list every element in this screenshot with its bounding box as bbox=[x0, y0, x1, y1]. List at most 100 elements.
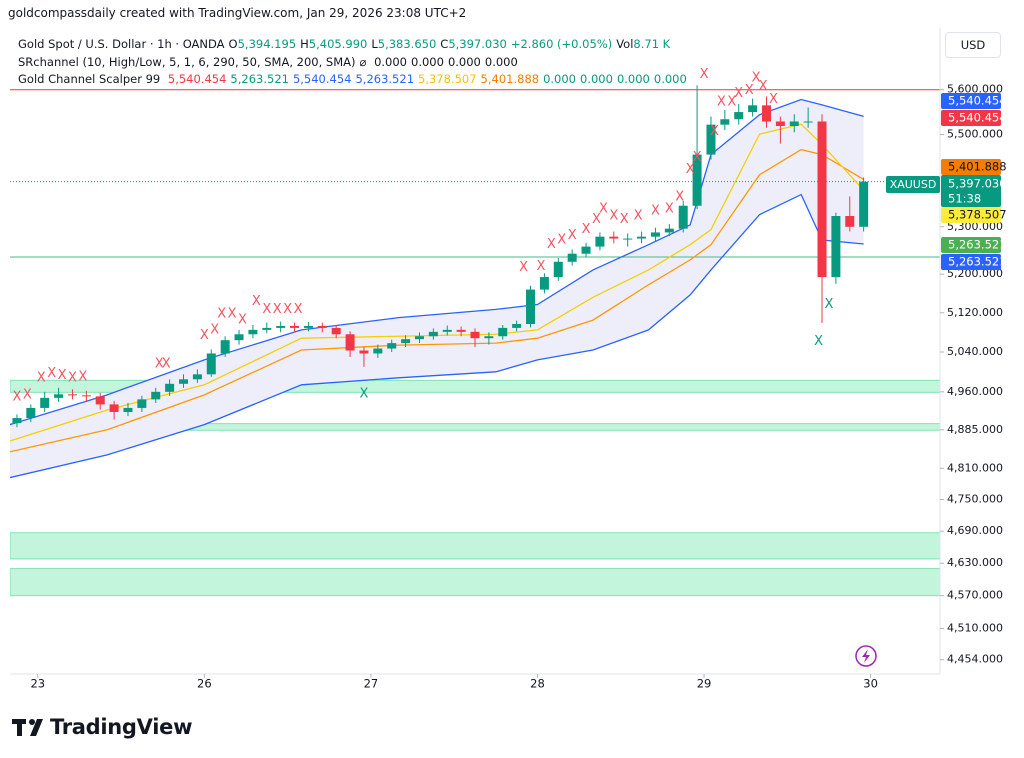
candle-body bbox=[789, 121, 799, 126]
candle-body bbox=[595, 236, 605, 247]
candle-body bbox=[345, 334, 355, 351]
axes: 5,600.000 5,500.000 5,300.000 5,200.000 5,12… bbox=[10, 28, 1007, 691]
volume: 8.71 K bbox=[633, 37, 671, 51]
volume-label: Vol bbox=[616, 37, 634, 51]
signal-marker: X bbox=[752, 70, 761, 85]
ohlc-value: 5,405.990 bbox=[308, 37, 368, 51]
y-tick-label: 4,810.000 bbox=[947, 461, 1003, 474]
candle-body bbox=[456, 329, 466, 332]
price-tag-label: 5,263.521 bbox=[948, 238, 1007, 252]
alert-icon[interactable] bbox=[855, 645, 877, 667]
candle-body bbox=[123, 407, 133, 412]
candle-body bbox=[40, 397, 50, 408]
support-zone bbox=[10, 532, 940, 560]
signal-marker: X bbox=[710, 124, 719, 139]
y-tick-label: 4,960.000 bbox=[947, 385, 1003, 398]
logo-text: TradingView bbox=[50, 715, 193, 739]
signal-marker: X bbox=[693, 150, 702, 165]
ohlc-label: C bbox=[440, 37, 449, 51]
signal-marker: X bbox=[47, 366, 56, 381]
signal-marker: X bbox=[547, 237, 556, 252]
attribution: goldcompassdaily created with TradingVie… bbox=[8, 6, 467, 20]
candle-body bbox=[637, 236, 647, 239]
y-tick-label: 4,630.000 bbox=[947, 556, 1003, 569]
candle-body bbox=[290, 325, 300, 328]
signal-marker: X bbox=[759, 79, 768, 94]
signal-marker: X bbox=[252, 294, 261, 309]
alert-icon-bolt bbox=[862, 649, 870, 663]
signal-marker: X bbox=[78, 369, 87, 384]
candle-body bbox=[359, 350, 369, 354]
indicator-value: 0.000 bbox=[484, 55, 518, 69]
signal-marker: X bbox=[700, 67, 709, 82]
candle-body bbox=[803, 121, 813, 123]
support-zone bbox=[10, 423, 940, 431]
y-tick-label: 4,570.000 bbox=[947, 589, 1003, 602]
symbol-tag bbox=[886, 176, 940, 193]
price-tag bbox=[941, 159, 1001, 175]
candle-body bbox=[373, 348, 383, 354]
price-tag bbox=[941, 175, 1001, 207]
candle-body bbox=[192, 374, 202, 380]
indicator-value: 5,263.521 bbox=[230, 72, 289, 86]
price-tag bbox=[941, 207, 1001, 223]
candle-body bbox=[303, 325, 313, 328]
signal-marker: X bbox=[592, 212, 601, 227]
price-tag-label: 5,401.888 bbox=[948, 160, 1007, 174]
price-tag-label: 5,378.507 bbox=[948, 208, 1007, 222]
candle-body bbox=[512, 324, 522, 328]
signal-marker: X bbox=[217, 306, 226, 321]
x-tick-label: 26 bbox=[197, 677, 212, 691]
signal-marker: X bbox=[228, 306, 237, 321]
currency-button[interactable]: USD bbox=[945, 32, 1001, 58]
price-tag bbox=[941, 93, 1001, 109]
candle-body bbox=[678, 205, 688, 229]
y-tick-label: 5,600.000 bbox=[947, 83, 1003, 96]
ohlc-value: 5,383.650 bbox=[377, 37, 437, 51]
change: +2.860 (+0.05%) bbox=[510, 37, 613, 51]
indicator-legend: SRchannel (10, High/Low, 5, 1, 6, 290, 5… bbox=[18, 55, 522, 69]
signal-marker: X bbox=[360, 386, 369, 401]
candle-body bbox=[179, 379, 189, 384]
x-tick-label: 27 bbox=[364, 677, 379, 691]
candle-body bbox=[692, 154, 702, 206]
indicator-name: SRchannel (10, High/Low, 5, 1, 6, 290, 5… bbox=[18, 55, 356, 69]
price-tag bbox=[941, 110, 1001, 126]
symbol: Gold Spot / U.S. Dollar · 1h · OANDA bbox=[18, 37, 225, 51]
y-tick-label: 4,750.000 bbox=[947, 493, 1003, 506]
candle-body bbox=[470, 331, 480, 339]
candle-body bbox=[664, 228, 674, 233]
candle-body bbox=[151, 391, 161, 400]
channel-fill bbox=[10, 99, 864, 478]
price-tag bbox=[941, 237, 1001, 253]
ohlc-label: H bbox=[300, 37, 309, 51]
candle-body bbox=[206, 353, 216, 375]
ohlc-label: O bbox=[228, 37, 238, 51]
signal-marker: X bbox=[23, 387, 32, 402]
candle-body bbox=[553, 261, 563, 278]
candle-body bbox=[484, 336, 494, 339]
candle-body bbox=[234, 334, 244, 341]
price-tag-countdown: 51:38 bbox=[948, 192, 981, 206]
signal-marker: X bbox=[536, 259, 545, 274]
candle-body bbox=[859, 181, 869, 227]
signal-marker: X bbox=[665, 202, 674, 217]
candle-body bbox=[623, 238, 633, 240]
signal-marker: X bbox=[734, 86, 743, 101]
logo-icon bbox=[12, 719, 43, 736]
indicator-line bbox=[10, 123, 865, 442]
signal-marker: X bbox=[519, 260, 528, 275]
indicator-value: 0.000 bbox=[616, 72, 650, 86]
candle-body bbox=[262, 327, 272, 330]
signal-marker: X bbox=[238, 313, 247, 328]
y-tick-label: 5,040.000 bbox=[947, 345, 1003, 358]
y-tick-label: 4,510.000 bbox=[947, 622, 1003, 635]
y-tick-label: 5,500.000 bbox=[947, 128, 1003, 141]
candle-body bbox=[95, 396, 105, 405]
indicator-value: 5,378.507 bbox=[418, 72, 477, 86]
candle-body bbox=[109, 404, 119, 412]
y-tick-label: 5,120.000 bbox=[947, 306, 1003, 319]
candle-body bbox=[442, 329, 452, 332]
